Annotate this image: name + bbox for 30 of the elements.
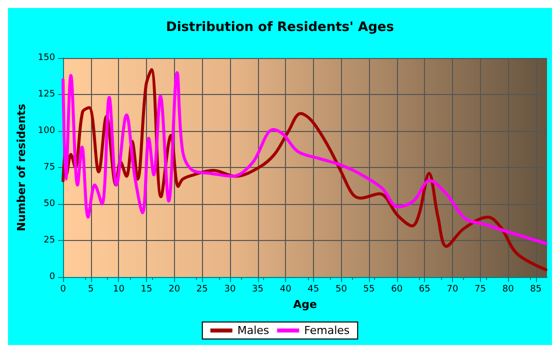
x-tick-label: 40 [280, 284, 292, 294]
x-tick-label: 50 [335, 284, 348, 294]
x-tick-label: 30 [224, 284, 236, 294]
chart-title: Distribution of Residents' Ages [166, 20, 394, 35]
x-tick-label: 0 [60, 284, 66, 294]
legend-label: Males [237, 324, 270, 337]
y-tick-label: 75 [44, 162, 56, 172]
x-tick-label: 20 [168, 284, 180, 294]
y-tick-label: 0 [49, 272, 56, 282]
x-tick-label: 45 [308, 284, 320, 294]
x-tick-label: 55 [363, 284, 375, 294]
x-tick-label: 10 [112, 284, 125, 294]
x-tick-label: 25 [196, 284, 208, 294]
y-tick-label: 50 [44, 199, 56, 209]
x-axis-title: Age [293, 298, 317, 311]
x-tick-label: 15 [140, 284, 152, 294]
x-tick-label: 65 [418, 284, 430, 294]
x-tick-label: 75 [474, 284, 486, 294]
y-tick-label: 125 [38, 90, 56, 100]
y-tick-label: 100 [38, 126, 56, 136]
x-tick-label: 5 [88, 284, 94, 294]
x-tick-label: 70 [446, 284, 458, 294]
x-tick-label: 35 [252, 284, 264, 294]
x-tick-label: 85 [530, 284, 542, 294]
legend-label: Females [304, 324, 350, 337]
x-tick-label: 60 [391, 284, 403, 294]
y-tick-label: 150 [38, 53, 56, 63]
y-tick-label: 25 [44, 236, 56, 246]
x-tick-label: 80 [502, 284, 514, 294]
y-axis-title: Number of residents [15, 103, 28, 232]
